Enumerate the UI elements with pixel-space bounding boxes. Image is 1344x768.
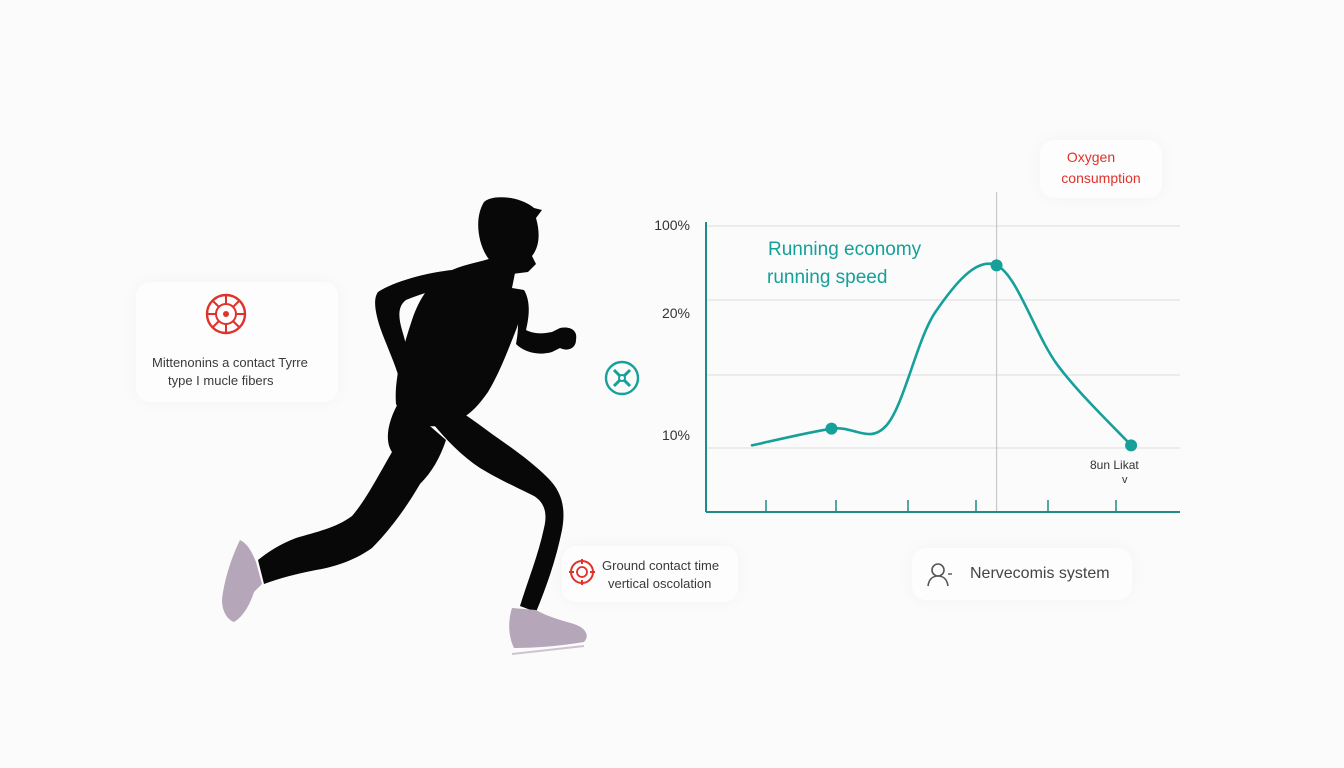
gear-icon — [569, 559, 595, 585]
muscle-callout-line1: Mittenonins a contact Tyrre — [152, 355, 308, 370]
end-annotation-sub: v — [1122, 474, 1128, 486]
oxygen-label-line1: Oxygen — [1066, 149, 1116, 165]
muscle-fiber-icon — [205, 293, 247, 335]
y-tick-label: 20% — [661, 305, 690, 321]
crossed-tool-icon — [604, 360, 640, 396]
y-tick-label: 10% — [661, 427, 690, 443]
oxygen-label-line2: consumption — [1061, 170, 1141, 186]
ground-callout-line1: Ground contact time — [602, 558, 720, 573]
chart-subtitle: running speed — [767, 267, 888, 288]
nervous-callout-text: Nervecomis system — [970, 565, 1110, 582]
ground-callout-line2: vertical oscolation — [608, 576, 712, 591]
data-point — [1125, 439, 1138, 452]
oxygen-label-box — [1040, 140, 1162, 198]
muscle-callout-line2: type I mucle fibers — [168, 373, 274, 388]
end-annotation: 8un Likat — [1090, 458, 1139, 472]
data-point — [825, 422, 838, 435]
person-icon — [927, 563, 952, 587]
y-tick-label: 100% — [654, 217, 690, 233]
ground-callout — [562, 546, 738, 602]
chart-title: Running economy — [768, 239, 922, 260]
data-point — [990, 259, 1003, 272]
runner-figure — [222, 197, 587, 655]
